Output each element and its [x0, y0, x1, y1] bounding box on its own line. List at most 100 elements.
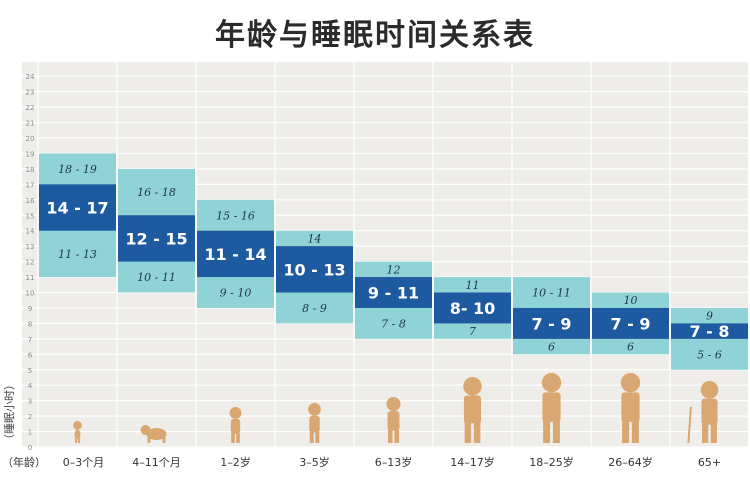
acceptable-upper-label: 15 - 16 [216, 209, 255, 222]
child-figure [308, 403, 321, 443]
y-tick-label: 19 [26, 150, 35, 158]
y-tick-label: 1 [28, 429, 32, 437]
acceptable-upper-label: 14 [308, 232, 322, 245]
y-tick-label: 23 [26, 89, 35, 97]
figure-head [541, 373, 562, 393]
teen-figure [463, 377, 482, 443]
recommended-label: 8- 10 [450, 299, 496, 318]
crawling-baby-figure [140, 425, 167, 443]
y-tick-label: 4 [28, 382, 33, 390]
newborn-figure [73, 421, 82, 443]
figure-head [229, 407, 242, 419]
y-tick-label: 15 [26, 212, 35, 220]
figure-torso [74, 429, 81, 440]
figure-torso [309, 415, 320, 433]
y-tick-label: 16 [26, 197, 35, 205]
acceptable-upper-label: 10 - 11 [532, 287, 571, 300]
y-tick-label: 12 [26, 259, 35, 267]
cane [687, 406, 692, 444]
figure-head [73, 421, 82, 430]
figure-leg [464, 421, 472, 443]
figure-torso [230, 418, 241, 435]
toddler-figure [229, 407, 242, 443]
recommended-label: 12 - 15 [125, 229, 187, 248]
acceptable-lower-label: 6 [627, 341, 634, 354]
y-tick-label: 2 [28, 413, 32, 421]
recommended-label: 7 - 9 [610, 314, 650, 333]
recommended-band [39, 184, 116, 231]
figure-head [140, 425, 151, 435]
acceptable-lower-label: 5 - 6 [697, 348, 722, 361]
recommended-band [592, 307, 669, 339]
y-tick-label: 13 [26, 243, 35, 251]
acceptable-lower-label: 8 - 9 [302, 302, 327, 315]
recommended-band [434, 292, 511, 324]
chart-title: 年龄与睡眠时间关系表 [215, 18, 535, 53]
recommended-label: 7 - 8 [689, 322, 729, 341]
x-tick-label: 6–13岁 [375, 455, 413, 469]
figure-head [463, 377, 482, 396]
acceptable-lower-label: 9 - 10 [220, 287, 252, 300]
x-tick-label: 1–2岁 [220, 455, 251, 469]
acceptable-upper-label: 18 - 19 [58, 163, 97, 176]
sleep-bands: 18 - 19 11 - 13 14 - 17 16 - 18 10 - 11 12 - … [39, 153, 748, 370]
y-tick-label: 9 [28, 305, 32, 313]
acceptable-lower-label: 10 - 11 [137, 271, 176, 284]
recommended-label: 10 - 13 [283, 260, 345, 279]
y-tick-label: 21 [26, 120, 35, 128]
x-axis-label: （年龄） [2, 455, 46, 469]
elderly-figure [687, 381, 719, 444]
figure-leg [543, 420, 551, 443]
x-axis-ticks: 0–3个月 4–11个月 1–2岁 3–5岁 6–13岁 14–17岁 18–25岁 26–6… [63, 455, 721, 469]
figure-leg [77, 438, 81, 443]
figure-leg [622, 420, 630, 443]
figure-torso [621, 392, 640, 422]
figure-leg [473, 421, 481, 443]
figure-leg [702, 423, 709, 443]
acceptable-lower-label: 6 [548, 341, 555, 354]
acceptable-upper-label: 16 - 18 [137, 186, 176, 199]
figure-head [308, 403, 321, 416]
acceptable-lower-label: 11 - 13 [58, 248, 97, 261]
recommended-band [513, 307, 590, 339]
recommended-label: 7 - 9 [531, 314, 571, 333]
figure-arm [147, 437, 151, 443]
x-tick-label: 0–3个月 [63, 456, 105, 469]
figure-leg [387, 429, 393, 443]
age-figures [73, 373, 719, 444]
y-tick-label: 17 [26, 181, 35, 189]
young-adult-figure [541, 373, 562, 443]
figure-torso [387, 411, 400, 431]
figure-leg [631, 420, 639, 443]
figure-leg [231, 433, 235, 443]
figure-leg [315, 431, 320, 443]
x-tick-label: 14–17岁 [450, 455, 495, 469]
figure-leg [552, 420, 560, 443]
acceptable-upper-label: 12 [387, 263, 401, 276]
figure-leg [74, 438, 78, 443]
figure-head [700, 381, 719, 399]
x-tick-label: 18–25岁 [529, 455, 574, 469]
y-tick-label: 24 [26, 73, 35, 81]
acceptable-upper-label: 10 [624, 294, 638, 307]
y-tick-label: 22 [26, 104, 35, 112]
figure-body [146, 428, 167, 440]
recommended-band [671, 323, 748, 339]
x-tick-label: 65+ [698, 456, 721, 469]
x-tick-label: 3–5岁 [299, 455, 330, 469]
figure-leg [309, 431, 314, 443]
figure-leg [394, 429, 400, 443]
y-tick-label: 20 [26, 135, 35, 143]
adult-figure [620, 373, 641, 443]
recommended-label: 11 - 14 [204, 245, 266, 264]
acceptable-upper-label: 11 [466, 279, 480, 292]
figure-head [386, 397, 401, 412]
kid-figure [386, 397, 401, 443]
figure-head [620, 373, 641, 393]
recommended-band [197, 230, 274, 278]
recommended-label: 14 - 17 [46, 199, 108, 218]
x-tick-label: 26–64岁 [608, 455, 653, 469]
y-tick-label: 0 [28, 444, 32, 452]
y-tick-label: 14 [26, 228, 35, 236]
